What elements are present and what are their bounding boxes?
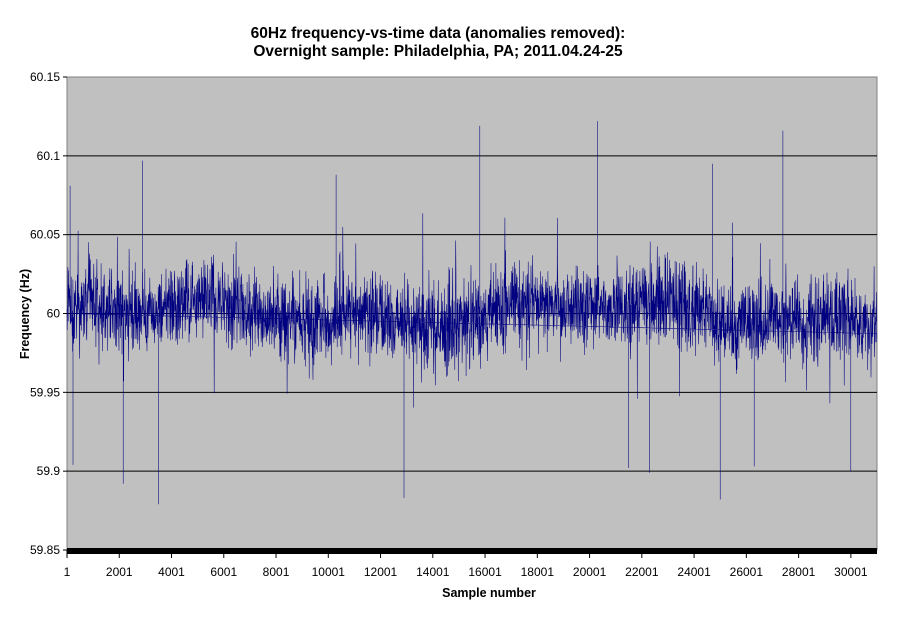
chart-subtitle: Overnight sample: Philadelphia, PA; 2011… [253, 43, 623, 60]
frequency-series [66, 121, 878, 505]
x-axis-bar [67, 548, 877, 554]
x-tick-label: 2001 [106, 565, 133, 579]
frequency-line [66, 121, 878, 505]
x-axis-label: Sample number [442, 586, 536, 600]
y-tick-label: 59.95 [30, 385, 60, 399]
y-axis-label: Frequency (Hz) [18, 269, 32, 359]
y-tick-label: 60 [47, 307, 61, 321]
y-axis-ticks: 60.15 60.1 60.05 60 59.95 59.9 59.85 [30, 70, 67, 557]
x-tick-label: 18001 [521, 565, 555, 579]
x-axis-ticks: 1 2001 4001 6001 8001 10001 12001 14001 16001 180… [64, 550, 868, 579]
x-tick-label: 8001 [263, 565, 290, 579]
y-tick-label: 60.15 [30, 70, 60, 84]
x-tick-label: 28001 [782, 565, 816, 579]
x-tick-label: 4001 [158, 565, 185, 579]
x-tick-label: 22001 [625, 565, 659, 579]
x-tick-label: 20001 [573, 565, 607, 579]
x-tick-label: 6001 [210, 565, 237, 579]
x-tick-label: 14001 [416, 565, 450, 579]
x-tick-label: 30001 [834, 565, 868, 579]
x-tick-label: 10001 [312, 565, 346, 579]
x-tick-label: 26001 [730, 565, 764, 579]
chart-title: 60Hz frequency-vs-time data (anomalies r… [251, 25, 626, 42]
x-tick-label: 1 [64, 565, 71, 579]
x-tick-label: 16001 [468, 565, 502, 579]
y-tick-label: 59.9 [37, 464, 61, 478]
y-tick-label: 60.05 [30, 228, 60, 242]
y-tick-label: 60.1 [37, 149, 61, 163]
x-tick-label: 24001 [677, 565, 711, 579]
y-tick-label: 59.85 [30, 543, 60, 557]
x-tick-label: 12001 [364, 565, 398, 579]
